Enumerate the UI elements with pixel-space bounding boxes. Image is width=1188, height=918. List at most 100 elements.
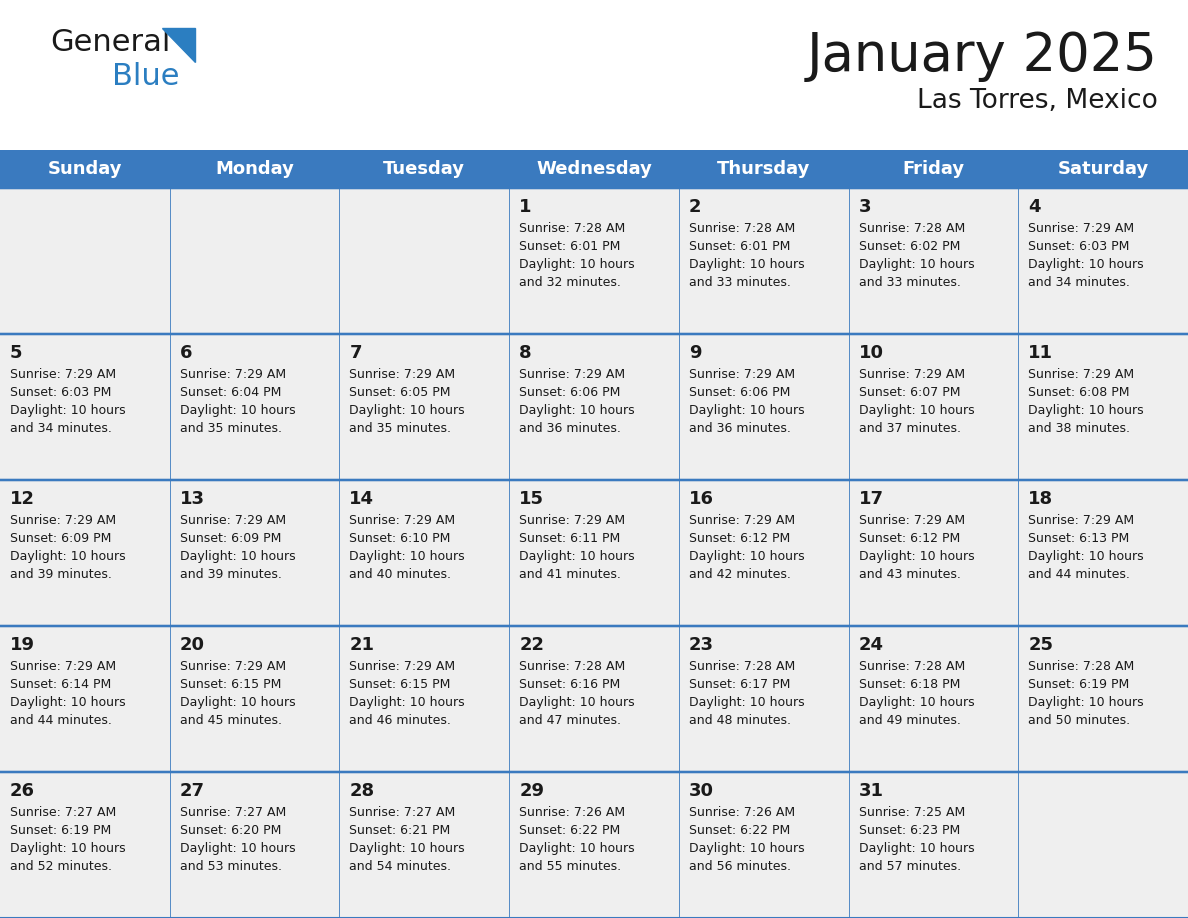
Text: Sunrise: 7:29 AM
Sunset: 6:10 PM
Daylight: 10 hours
and 40 minutes.: Sunrise: 7:29 AM Sunset: 6:10 PM Dayligh… — [349, 514, 465, 581]
Text: Sunrise: 7:29 AM
Sunset: 6:11 PM
Daylight: 10 hours
and 41 minutes.: Sunrise: 7:29 AM Sunset: 6:11 PM Dayligh… — [519, 514, 634, 581]
Bar — [1018, 188, 1188, 334]
Text: 27: 27 — [179, 782, 204, 800]
Bar — [510, 334, 678, 480]
Text: 18: 18 — [1029, 490, 1054, 508]
Text: 10: 10 — [859, 344, 884, 362]
Text: Sunrise: 7:29 AM
Sunset: 6:06 PM
Daylight: 10 hours
and 36 minutes.: Sunrise: 7:29 AM Sunset: 6:06 PM Dayligh… — [689, 368, 804, 435]
Bar — [848, 772, 1018, 918]
Text: Sunrise: 7:29 AM
Sunset: 6:09 PM
Daylight: 10 hours
and 39 minutes.: Sunrise: 7:29 AM Sunset: 6:09 PM Dayligh… — [10, 514, 126, 581]
Text: 16: 16 — [689, 490, 714, 508]
Bar — [170, 334, 340, 480]
Text: Sunrise: 7:29 AM
Sunset: 6:14 PM
Daylight: 10 hours
and 44 minutes.: Sunrise: 7:29 AM Sunset: 6:14 PM Dayligh… — [10, 660, 126, 727]
Text: 13: 13 — [179, 490, 204, 508]
Text: Saturday: Saturday — [1057, 160, 1149, 178]
Bar — [510, 772, 678, 918]
Bar — [340, 188, 510, 334]
Text: Sunrise: 7:26 AM
Sunset: 6:22 PM
Daylight: 10 hours
and 56 minutes.: Sunrise: 7:26 AM Sunset: 6:22 PM Dayligh… — [689, 806, 804, 873]
Bar — [340, 480, 510, 626]
Text: 17: 17 — [859, 490, 884, 508]
Text: Sunrise: 7:29 AM
Sunset: 6:08 PM
Daylight: 10 hours
and 38 minutes.: Sunrise: 7:29 AM Sunset: 6:08 PM Dayligh… — [1029, 368, 1144, 435]
Bar — [678, 480, 848, 626]
Bar — [510, 188, 678, 334]
Text: 31: 31 — [859, 782, 884, 800]
Bar — [170, 772, 340, 918]
Text: 4: 4 — [1029, 198, 1041, 216]
Text: 19: 19 — [10, 636, 34, 654]
Text: 3: 3 — [859, 198, 871, 216]
Text: Wednesday: Wednesday — [536, 160, 652, 178]
Bar — [848, 334, 1018, 480]
Text: Sunrise: 7:29 AM
Sunset: 6:04 PM
Daylight: 10 hours
and 35 minutes.: Sunrise: 7:29 AM Sunset: 6:04 PM Dayligh… — [179, 368, 296, 435]
Text: 25: 25 — [1029, 636, 1054, 654]
Text: Sunrise: 7:29 AM
Sunset: 6:06 PM
Daylight: 10 hours
and 36 minutes.: Sunrise: 7:29 AM Sunset: 6:06 PM Dayligh… — [519, 368, 634, 435]
Bar — [170, 188, 340, 334]
Text: Sunrise: 7:28 AM
Sunset: 6:02 PM
Daylight: 10 hours
and 33 minutes.: Sunrise: 7:28 AM Sunset: 6:02 PM Dayligh… — [859, 222, 974, 289]
Text: Friday: Friday — [903, 160, 965, 178]
Bar — [1018, 772, 1188, 918]
Text: Sunrise: 7:29 AM
Sunset: 6:15 PM
Daylight: 10 hours
and 46 minutes.: Sunrise: 7:29 AM Sunset: 6:15 PM Dayligh… — [349, 660, 465, 727]
Text: Sunrise: 7:28 AM
Sunset: 6:19 PM
Daylight: 10 hours
and 50 minutes.: Sunrise: 7:28 AM Sunset: 6:19 PM Dayligh… — [1029, 660, 1144, 727]
Text: 6: 6 — [179, 344, 192, 362]
Text: 21: 21 — [349, 636, 374, 654]
Text: Sunrise: 7:28 AM
Sunset: 6:16 PM
Daylight: 10 hours
and 47 minutes.: Sunrise: 7:28 AM Sunset: 6:16 PM Dayligh… — [519, 660, 634, 727]
Text: Thursday: Thursday — [718, 160, 810, 178]
Text: Sunrise: 7:28 AM
Sunset: 6:01 PM
Daylight: 10 hours
and 33 minutes.: Sunrise: 7:28 AM Sunset: 6:01 PM Dayligh… — [689, 222, 804, 289]
Text: Sunrise: 7:29 AM
Sunset: 6:07 PM
Daylight: 10 hours
and 37 minutes.: Sunrise: 7:29 AM Sunset: 6:07 PM Dayligh… — [859, 368, 974, 435]
Text: Tuesday: Tuesday — [384, 160, 466, 178]
Text: 15: 15 — [519, 490, 544, 508]
Text: 8: 8 — [519, 344, 532, 362]
Text: Las Torres, Mexico: Las Torres, Mexico — [917, 88, 1158, 114]
Text: 11: 11 — [1029, 344, 1054, 362]
Text: Sunrise: 7:29 AM
Sunset: 6:09 PM
Daylight: 10 hours
and 39 minutes.: Sunrise: 7:29 AM Sunset: 6:09 PM Dayligh… — [179, 514, 296, 581]
Text: 9: 9 — [689, 344, 701, 362]
Text: 28: 28 — [349, 782, 374, 800]
Bar — [510, 480, 678, 626]
Text: Sunrise: 7:26 AM
Sunset: 6:22 PM
Daylight: 10 hours
and 55 minutes.: Sunrise: 7:26 AM Sunset: 6:22 PM Dayligh… — [519, 806, 634, 873]
Text: 5: 5 — [10, 344, 23, 362]
Polygon shape — [162, 28, 195, 62]
Text: 20: 20 — [179, 636, 204, 654]
Bar — [848, 188, 1018, 334]
Text: Sunrise: 7:29 AM
Sunset: 6:05 PM
Daylight: 10 hours
and 35 minutes.: Sunrise: 7:29 AM Sunset: 6:05 PM Dayligh… — [349, 368, 465, 435]
Bar — [1018, 334, 1188, 480]
Bar — [678, 772, 848, 918]
Bar — [0, 626, 170, 772]
Text: Sunrise: 7:29 AM
Sunset: 6:03 PM
Daylight: 10 hours
and 34 minutes.: Sunrise: 7:29 AM Sunset: 6:03 PM Dayligh… — [10, 368, 126, 435]
Text: General: General — [50, 28, 170, 57]
Text: Sunrise: 7:29 AM
Sunset: 6:03 PM
Daylight: 10 hours
and 34 minutes.: Sunrise: 7:29 AM Sunset: 6:03 PM Dayligh… — [1029, 222, 1144, 289]
Text: 24: 24 — [859, 636, 884, 654]
Bar — [848, 480, 1018, 626]
Text: Sunrise: 7:27 AM
Sunset: 6:20 PM
Daylight: 10 hours
and 53 minutes.: Sunrise: 7:27 AM Sunset: 6:20 PM Dayligh… — [179, 806, 296, 873]
Text: Sunrise: 7:29 AM
Sunset: 6:12 PM
Daylight: 10 hours
and 42 minutes.: Sunrise: 7:29 AM Sunset: 6:12 PM Dayligh… — [689, 514, 804, 581]
Bar — [0, 334, 170, 480]
Text: 22: 22 — [519, 636, 544, 654]
Text: 7: 7 — [349, 344, 362, 362]
Text: January 2025: January 2025 — [807, 30, 1158, 82]
Bar — [340, 334, 510, 480]
Bar — [340, 626, 510, 772]
Bar — [1018, 626, 1188, 772]
Text: Sunrise: 7:28 AM
Sunset: 6:17 PM
Daylight: 10 hours
and 48 minutes.: Sunrise: 7:28 AM Sunset: 6:17 PM Dayligh… — [689, 660, 804, 727]
Bar — [170, 626, 340, 772]
Text: 12: 12 — [10, 490, 34, 508]
Bar — [678, 188, 848, 334]
Text: 30: 30 — [689, 782, 714, 800]
Bar — [510, 626, 678, 772]
Bar — [0, 772, 170, 918]
Text: Sunrise: 7:25 AM
Sunset: 6:23 PM
Daylight: 10 hours
and 57 minutes.: Sunrise: 7:25 AM Sunset: 6:23 PM Dayligh… — [859, 806, 974, 873]
Text: Monday: Monday — [215, 160, 293, 178]
Text: Sunrise: 7:27 AM
Sunset: 6:19 PM
Daylight: 10 hours
and 52 minutes.: Sunrise: 7:27 AM Sunset: 6:19 PM Dayligh… — [10, 806, 126, 873]
Bar — [678, 626, 848, 772]
Bar — [340, 772, 510, 918]
Text: 14: 14 — [349, 490, 374, 508]
Bar — [0, 150, 1188, 188]
Text: Sunrise: 7:29 AM
Sunset: 6:15 PM
Daylight: 10 hours
and 45 minutes.: Sunrise: 7:29 AM Sunset: 6:15 PM Dayligh… — [179, 660, 296, 727]
Bar — [678, 334, 848, 480]
Text: 1: 1 — [519, 198, 532, 216]
Bar — [170, 480, 340, 626]
Text: 29: 29 — [519, 782, 544, 800]
Text: Sunrise: 7:29 AM
Sunset: 6:13 PM
Daylight: 10 hours
and 44 minutes.: Sunrise: 7:29 AM Sunset: 6:13 PM Dayligh… — [1029, 514, 1144, 581]
Bar — [848, 626, 1018, 772]
Bar — [1018, 480, 1188, 626]
Text: 26: 26 — [10, 782, 34, 800]
